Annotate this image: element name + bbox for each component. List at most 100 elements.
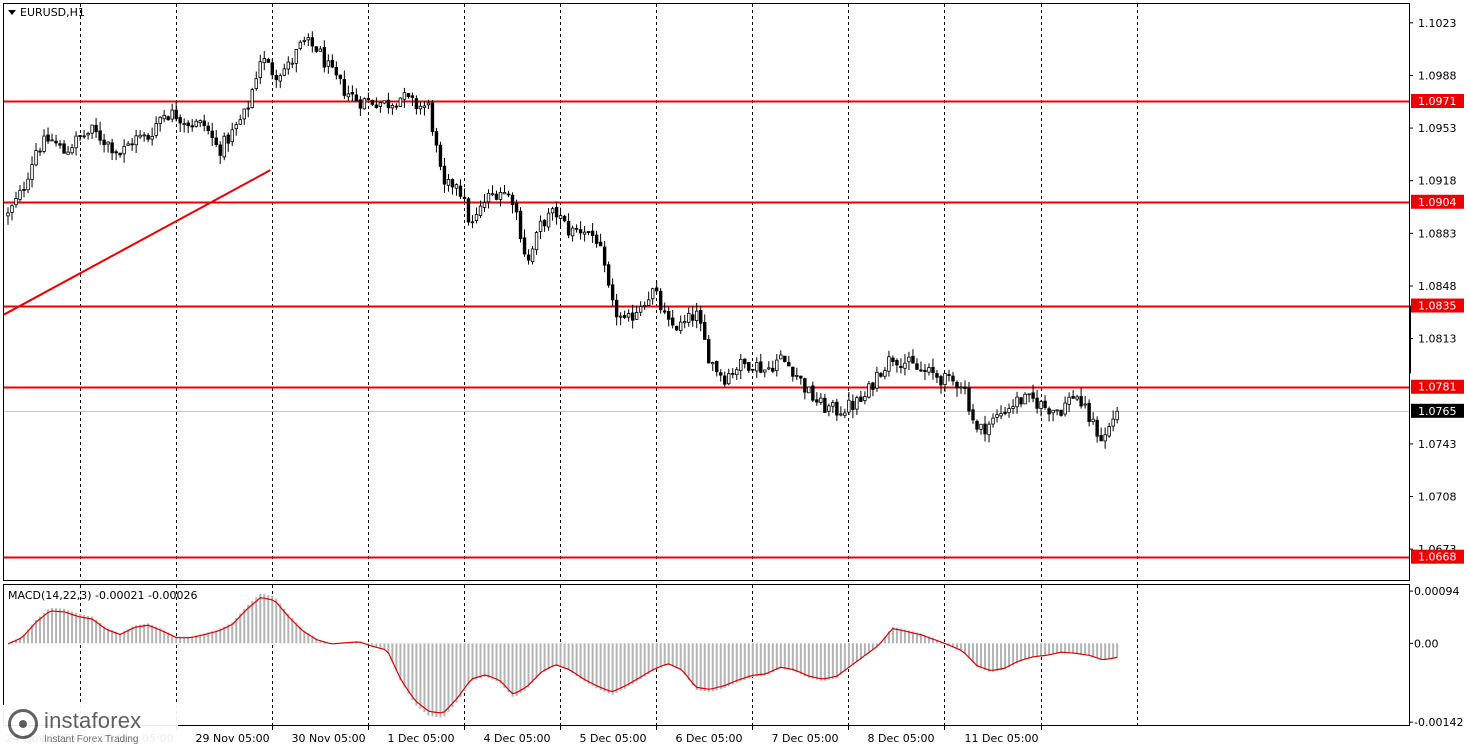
- candle-body: [414, 98, 419, 110]
- candle-body: [658, 290, 663, 311]
- candle-body: [74, 135, 78, 149]
- candle-body: [294, 49, 299, 64]
- candle-body: [1083, 403, 1087, 406]
- candle-body: [871, 382, 875, 390]
- candle-body: [791, 366, 795, 377]
- candle-body: [554, 207, 559, 218]
- candle-body: [715, 361, 719, 373]
- candle-body: [839, 413, 843, 416]
- candle-body: [959, 386, 963, 389]
- candle-body: [1047, 408, 1051, 415]
- candle-body: [330, 59, 335, 68]
- candle-body: [883, 370, 887, 377]
- candle-body: [90, 124, 94, 134]
- candle-body: [891, 357, 895, 363]
- candle-body: [1067, 396, 1071, 405]
- price-tick-label: 1.0848: [1418, 280, 1457, 293]
- candle-body: [154, 123, 158, 136]
- candle-body: [530, 248, 535, 263]
- candle-body: [226, 134, 230, 144]
- candle-body: [971, 409, 975, 421]
- candle-body: [442, 165, 447, 185]
- candle-body: [230, 129, 234, 143]
- candle-body: [386, 99, 391, 109]
- candle-body: [1027, 393, 1031, 396]
- candle-body: [118, 152, 122, 156]
- candle-body: [254, 78, 258, 89]
- candle-body: [234, 124, 238, 130]
- candle-body: [518, 210, 523, 240]
- candle-body: [835, 401, 839, 416]
- candle-body: [831, 402, 835, 407]
- candle-body: [62, 143, 66, 154]
- candle-body: [999, 413, 1003, 417]
- candle-body: [911, 355, 915, 364]
- candle-body: [634, 312, 639, 320]
- candle-body: [823, 397, 827, 413]
- macd-label: MACD(14,22,3) -0.00021 -0.00026: [8, 589, 197, 602]
- candle-body: [262, 58, 266, 64]
- instaforex-watermark: instaforex Instant Forex Trading: [2, 705, 178, 749]
- candle-body: [923, 369, 927, 373]
- time-label: 29 Nov 05:00: [196, 732, 270, 745]
- level-price-tag: [1411, 94, 1464, 109]
- candle-body: [18, 189, 22, 200]
- candle-body: [318, 48, 323, 52]
- candle-body: [811, 385, 815, 401]
- candle-body: [995, 414, 999, 418]
- candle-body: [630, 312, 635, 321]
- candle-body: [1019, 397, 1023, 405]
- candle-body: [807, 386, 811, 394]
- candle-body: [546, 212, 551, 228]
- current-price-tag-label: 1.0765: [1418, 405, 1457, 418]
- candle-body: [987, 423, 991, 436]
- candle-body: [174, 109, 178, 120]
- candle-body: [122, 146, 126, 155]
- candle-body: [198, 120, 202, 124]
- time-label: 7 Dec 05:00: [772, 732, 839, 745]
- candle-body: [314, 46, 319, 52]
- instaforex-logo-icon: [8, 709, 38, 739]
- candle-body: [434, 131, 439, 146]
- candle-body: [402, 92, 407, 100]
- macd-tick-label: -0.00142: [1414, 716, 1463, 729]
- candle-body: [322, 47, 327, 68]
- price-tick-label: 1.0988: [1418, 69, 1457, 82]
- candle-body: [378, 102, 383, 107]
- candle-body: [1087, 402, 1091, 422]
- symbol-header[interactable]: EURUSD,H1: [8, 6, 85, 19]
- candle-body: [723, 375, 727, 385]
- candle-body: [1003, 411, 1007, 414]
- candle-body: [562, 215, 567, 222]
- candle-body: [574, 227, 579, 230]
- candle-body: [182, 123, 186, 126]
- candle-body: [815, 399, 819, 403]
- candle-body: [342, 79, 347, 96]
- candle-body: [751, 368, 755, 371]
- candle-body: [370, 99, 375, 105]
- candle-body: [298, 41, 303, 49]
- candle-body: [514, 203, 519, 213]
- candle-body: [458, 185, 463, 197]
- candle-body: [86, 133, 90, 136]
- candle-body: [943, 372, 947, 385]
- candle-body: [194, 120, 198, 127]
- candle-body: [38, 150, 42, 153]
- candle-body: [598, 241, 603, 247]
- candle-body: [54, 140, 58, 144]
- chevron-down-icon[interactable]: [8, 10, 16, 15]
- time-label: 30 Nov 05:00: [292, 732, 366, 745]
- level-price-tag-label: 1.0904: [1418, 196, 1457, 209]
- time-label: 5 Dec 05:00: [580, 732, 647, 745]
- level-price-tag-label: 1.0781: [1418, 381, 1457, 394]
- candle-body: [646, 299, 651, 306]
- candle-body: [578, 229, 583, 234]
- candle-body: [214, 137, 218, 145]
- candle-body: [1095, 419, 1099, 437]
- candle-body: [334, 67, 339, 76]
- candle-body: [847, 399, 851, 413]
- candle-body: [1051, 409, 1055, 414]
- candle-body: [679, 321, 683, 331]
- macd-indicator: [7, 593, 1119, 718]
